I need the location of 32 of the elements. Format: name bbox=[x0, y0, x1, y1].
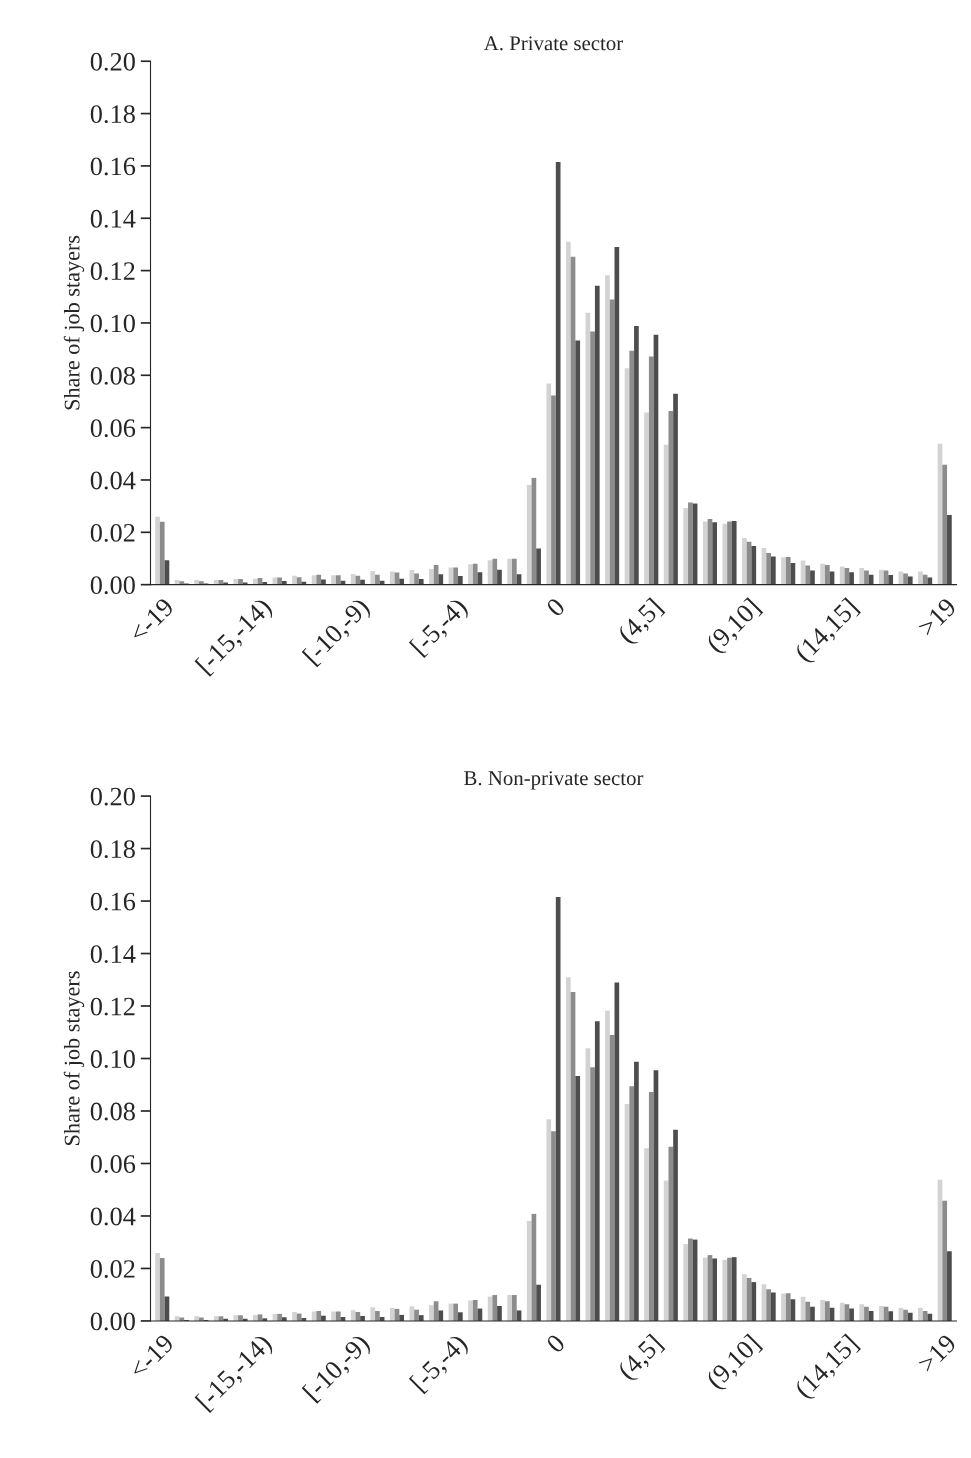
y-tick-label: 0.14 bbox=[90, 209, 136, 228]
y-tick-label: 0.20 bbox=[90, 52, 135, 71]
y-tick-label: 0.10 bbox=[90, 1050, 135, 1069]
y-tick-label: 0.02 bbox=[90, 523, 135, 542]
y-tick-label: 0.06 bbox=[90, 419, 136, 438]
y-tick-label: 0.00 bbox=[90, 1312, 135, 1331]
y-tick-label: 0.04 bbox=[90, 471, 136, 490]
y-tick-label: 0.18 bbox=[90, 105, 135, 124]
y-tick-label: 0.16 bbox=[90, 157, 136, 176]
x-tick-label: <-19 bbox=[128, 1333, 175, 1380]
y-tick-label: 0.18 bbox=[90, 840, 135, 859]
y-tick-label: 0.20 bbox=[90, 787, 135, 806]
y-axis-title: Share of job stayers bbox=[63, 971, 85, 1145]
y-tick-label: 0.12 bbox=[90, 997, 135, 1016]
y-tick-label: 0.08 bbox=[90, 1102, 135, 1121]
y-tick-label: 0.04 bbox=[90, 1207, 136, 1226]
y-tick-label: 0.02 bbox=[90, 1260, 135, 1278]
x-tick-label: <-19 bbox=[128, 597, 175, 644]
chart-title: A. Private sector bbox=[483, 36, 623, 51]
y-tick-label: 0.16 bbox=[90, 892, 136, 911]
y-tick-label: 0.08 bbox=[90, 366, 135, 385]
y-tick-label: 0.10 bbox=[90, 314, 135, 333]
y-tick-label: 0.14 bbox=[90, 945, 136, 964]
y-axis-title: Share of job stayers bbox=[63, 235, 85, 410]
x-tick-label: 0 bbox=[545, 1333, 566, 1354]
y-tick-label: 0.00 bbox=[90, 576, 135, 595]
chart-title: B. Non-private sector bbox=[464, 771, 644, 790]
y-tick-label: 0.06 bbox=[90, 1155, 136, 1174]
y-tick-label: 0.12 bbox=[90, 262, 135, 281]
x-tick-label: >19 bbox=[917, 1333, 958, 1374]
x-tick-label: >19 bbox=[917, 597, 958, 638]
x-tick-label: 0 bbox=[545, 597, 566, 618]
